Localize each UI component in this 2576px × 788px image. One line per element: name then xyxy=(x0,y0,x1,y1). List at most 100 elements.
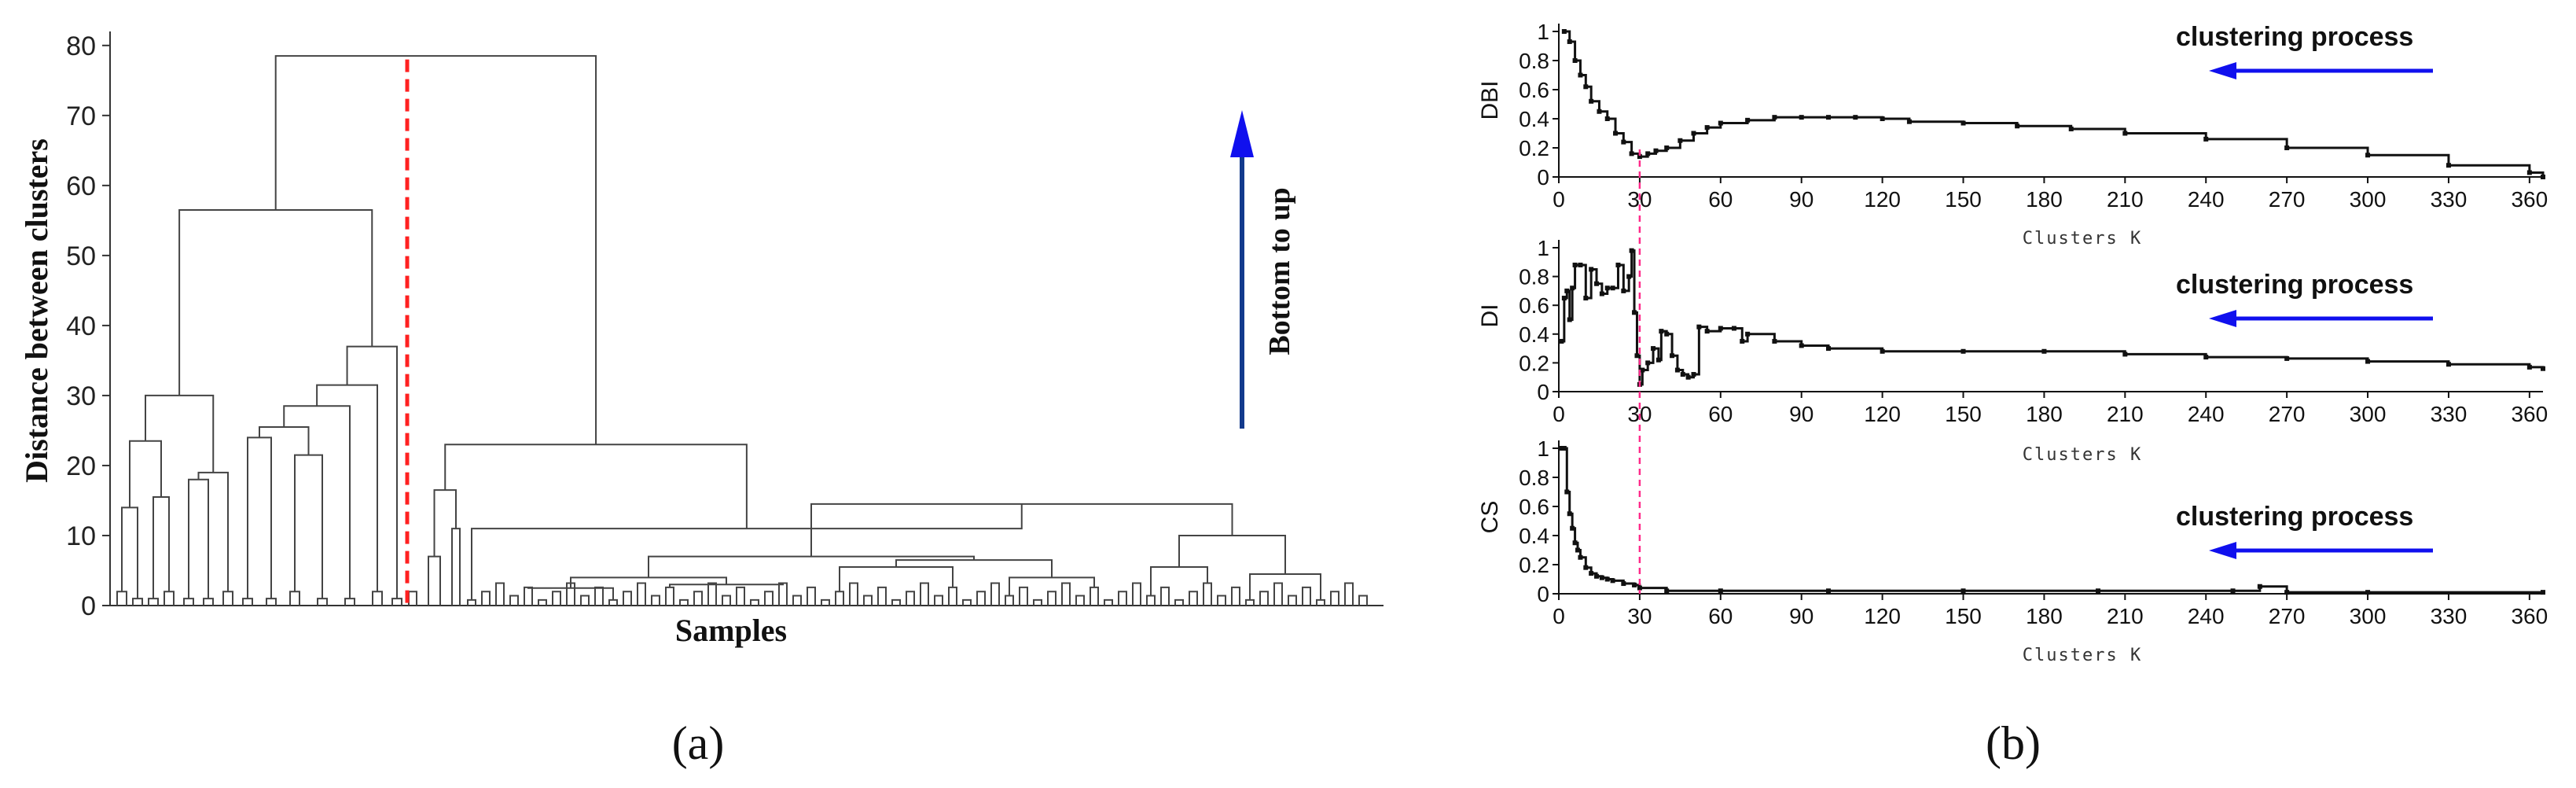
annotation-arrow-head xyxy=(2209,310,2236,327)
data-point xyxy=(2015,123,2020,129)
panel-b-label: (b) xyxy=(1986,717,2041,769)
data-point xyxy=(1678,138,1683,143)
y-tick-label: 0.6 xyxy=(1519,495,1549,519)
data-point xyxy=(1906,119,1912,124)
data-point xyxy=(1960,120,1966,126)
data-point xyxy=(2096,588,2101,594)
dendrogram-link xyxy=(391,598,402,606)
data-point xyxy=(2257,584,2262,589)
data-point xyxy=(1670,353,1675,359)
x-tick-label: 90 xyxy=(1789,604,1813,628)
dendrogram-link xyxy=(524,586,533,606)
dendrogram-link xyxy=(145,394,215,473)
x-tick-label: 210 xyxy=(2107,604,2144,628)
dendrogram-link xyxy=(344,598,355,606)
data-point xyxy=(1572,58,1578,63)
y-tick-label: 30 xyxy=(66,381,96,411)
dendrogram-link xyxy=(283,405,351,599)
dendrogram-link xyxy=(679,598,689,606)
x-tick-label: 270 xyxy=(2269,604,2306,628)
y-tick-label: 0 xyxy=(1537,165,1549,190)
data-point xyxy=(1680,372,1685,377)
data-point xyxy=(1561,29,1567,34)
data-point xyxy=(1561,446,1567,451)
data-point xyxy=(1745,117,1751,123)
dendrogram-link xyxy=(792,595,802,606)
dendrogram-link xyxy=(538,598,547,606)
data-point xyxy=(1626,274,1632,279)
dendrogram-x-axis-label: Samples xyxy=(675,613,787,648)
data-point xyxy=(1653,148,1659,153)
dendrogram-link xyxy=(1288,595,1297,606)
y-tick-label: 0.4 xyxy=(1519,524,1549,548)
data-point xyxy=(1772,115,1777,120)
dendrogram-link xyxy=(444,444,748,529)
dendrogram-link xyxy=(527,587,614,600)
data-point xyxy=(1718,120,1723,126)
x-tick-label: 270 xyxy=(2269,187,2306,212)
x-tick-label: 150 xyxy=(1945,604,1982,628)
x-axis-label: Clusters K xyxy=(2023,646,2142,665)
dendrogram-link xyxy=(962,598,972,606)
data-point xyxy=(1880,116,1885,121)
x-tick-label: 180 xyxy=(2026,402,2063,426)
data-point xyxy=(1572,262,1578,267)
data-point xyxy=(1853,115,1858,120)
dendrogram-link xyxy=(372,591,383,606)
dendrogram-link xyxy=(495,582,505,606)
y-tick-label: 0.2 xyxy=(1519,136,1549,160)
x-tick-label: 210 xyxy=(2107,402,2144,426)
dendrogram-link xyxy=(736,586,745,606)
arrow-head xyxy=(1230,110,1254,157)
y-tick-label: 0.6 xyxy=(1519,293,1549,318)
y-tick-label: 20 xyxy=(66,451,96,481)
data-point xyxy=(1826,346,1832,352)
dendrogram-link xyxy=(242,598,253,606)
y-axis-label: DI xyxy=(1477,304,1503,328)
data-point xyxy=(2284,145,2290,150)
y-tick-label: 0.2 xyxy=(1519,351,1549,375)
dendrogram-link xyxy=(1005,595,1014,606)
data-point xyxy=(2526,170,2532,175)
x-tick-label: 360 xyxy=(2511,187,2548,212)
data-point xyxy=(1645,151,1651,156)
y-tick-label: 0.2 xyxy=(1519,553,1549,577)
dendrogram-link xyxy=(1033,598,1042,606)
y-axis-label: CS xyxy=(1477,501,1503,534)
data-point xyxy=(1664,145,1670,150)
data-point xyxy=(1570,525,1575,531)
dendrogram-link xyxy=(1132,582,1141,606)
x-tick-label: 240 xyxy=(2188,604,2225,628)
dendrogram-link xyxy=(183,598,194,606)
data-point xyxy=(1561,296,1567,301)
dendrogram-link xyxy=(1090,586,1099,606)
data-point xyxy=(1651,346,1656,352)
x-tick-label: 0 xyxy=(1553,187,1565,212)
data-point xyxy=(1559,338,1564,344)
dendrogram-link xyxy=(1178,534,1286,574)
data-point xyxy=(1960,348,1966,354)
data-point xyxy=(1583,296,1589,301)
dendrogram-link xyxy=(976,591,986,606)
x-tick-label: 150 xyxy=(1945,402,1982,426)
x-tick-label: 270 xyxy=(2269,402,2306,426)
dendrogram-link xyxy=(637,582,646,606)
dendrogram-link xyxy=(648,555,975,578)
data-point xyxy=(2230,588,2236,594)
data-point xyxy=(2541,175,2545,179)
dendrogram-link xyxy=(1075,595,1085,606)
x-tick-label: 120 xyxy=(1864,402,1901,426)
annotation-label: clustering process xyxy=(2176,270,2413,300)
dendrogram-link xyxy=(451,528,461,606)
dendrogram-link xyxy=(764,591,774,606)
data-point xyxy=(2365,359,2371,364)
y-tick-label: 0 xyxy=(1537,582,1549,606)
dendrogram-link xyxy=(1146,595,1156,606)
data-point xyxy=(1589,267,1594,272)
dendrogram-link xyxy=(266,598,277,606)
dendrogram-link xyxy=(849,582,858,606)
arrow-label: Bottom to up xyxy=(1263,187,1296,355)
data-point xyxy=(1637,154,1642,160)
annotation-arrow-head xyxy=(2209,542,2236,559)
data-point xyxy=(1960,588,1966,594)
